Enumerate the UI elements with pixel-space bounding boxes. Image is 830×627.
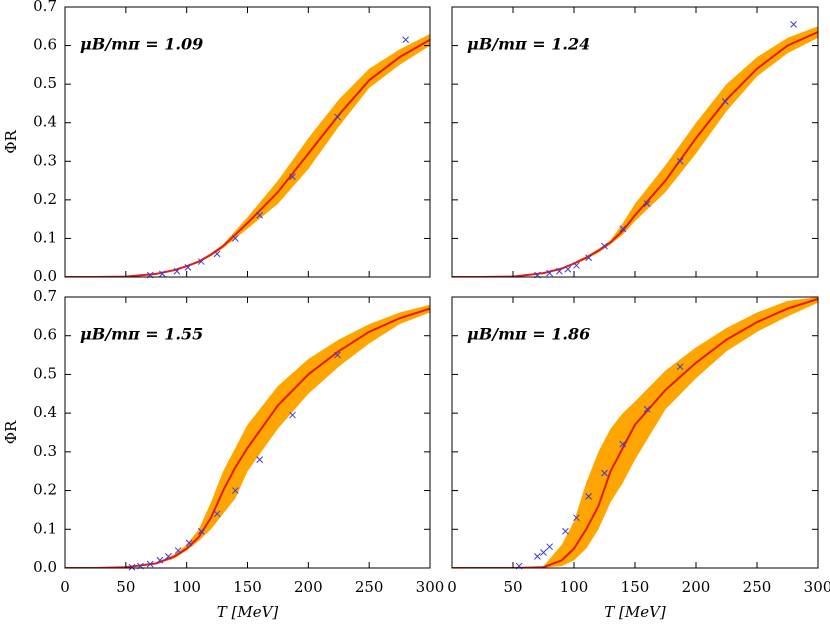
data-point	[156, 556, 164, 564]
curve	[65, 307, 430, 568]
error-band	[452, 26, 818, 277]
data-point	[174, 547, 182, 554]
data-point	[128, 563, 136, 571]
data-point	[165, 553, 172, 560]
y-tick-label: 0.2	[33, 190, 57, 208]
data-point	[334, 351, 341, 359]
data-point	[601, 469, 608, 477]
data-point	[146, 560, 154, 568]
data-point	[562, 527, 569, 535]
x-tick-label: 150	[233, 578, 262, 596]
data-point	[573, 262, 580, 269]
data-point	[197, 258, 205, 265]
x-tick-label: 200	[294, 578, 323, 596]
error-band	[452, 297, 818, 568]
data-point	[546, 543, 553, 551]
x-tick-label: 0	[447, 578, 457, 596]
x-tick-label: 250	[355, 578, 384, 596]
data-point	[676, 157, 684, 165]
y-tick-label: 0.6	[33, 326, 57, 344]
data-point	[213, 510, 221, 518]
curve	[452, 297, 818, 568]
x-tick-label: 50	[116, 578, 135, 596]
x-tick-label: 0	[60, 578, 70, 596]
data-point	[256, 456, 264, 463]
curve	[452, 31, 818, 277]
error-band	[65, 304, 430, 568]
data-point	[585, 493, 592, 500]
data-point	[619, 225, 627, 233]
data-point	[601, 242, 608, 250]
data-point	[619, 440, 627, 448]
x-tick-label: 200	[682, 578, 711, 596]
data-point	[546, 269, 553, 277]
x-tick-label: 100	[172, 578, 201, 596]
data-point	[184, 264, 192, 271]
y-tick-label: 0.6	[33, 36, 57, 54]
plot-area	[452, 297, 818, 568]
x-axis-label: T [MeV]	[217, 603, 279, 621]
data-point	[585, 254, 592, 262]
data-point	[676, 363, 684, 371]
plot-area	[65, 304, 430, 568]
data-point	[540, 549, 547, 556]
y-axis-label: ΦR	[2, 129, 20, 153]
y-tick-label: 0.3	[33, 151, 57, 169]
data-point	[534, 553, 541, 560]
y-tick-label: 0.7	[33, 287, 57, 305]
y-tick-label: 0.5	[33, 364, 57, 382]
y-tick-label: 0.1	[33, 519, 57, 537]
plot-area	[65, 34, 430, 277]
x-tick-label: 300	[416, 578, 445, 596]
data-point	[231, 487, 239, 494]
y-tick-label: 0.5	[33, 74, 57, 92]
y-tick-label: 0.4	[33, 113, 57, 131]
x-tick-label: 100	[560, 578, 589, 596]
y-axis-label: ΦR	[2, 420, 20, 444]
y-tick-label: 0.4	[33, 403, 57, 421]
annotation: μB/mπ = 1.55	[80, 325, 203, 344]
data-point	[289, 173, 296, 181]
data-point	[197, 527, 205, 535]
data-point	[256, 211, 264, 219]
y-tick-label: 0.0	[33, 558, 57, 576]
data-point	[334, 113, 341, 121]
plot-area	[452, 26, 818, 277]
data-point	[790, 21, 797, 28]
annotation: μB/mπ = 1.86	[467, 325, 590, 344]
data-point	[402, 36, 410, 44]
data-point	[643, 200, 651, 208]
annotation: μB/mπ = 1.24	[467, 35, 590, 54]
data-point	[158, 270, 166, 278]
data-point	[213, 250, 221, 258]
data-point	[185, 539, 193, 547]
data-point	[643, 405, 651, 413]
x-tick-label: 300	[804, 578, 830, 596]
data-point	[173, 267, 181, 275]
data-point	[573, 514, 580, 522]
data-point	[289, 411, 296, 419]
x-tick-label: 150	[621, 578, 650, 596]
y-tick-label: 0.0	[33, 267, 57, 285]
curve	[65, 38, 430, 277]
data-point	[231, 235, 239, 242]
x-axis-label: T [MeV]	[604, 603, 666, 621]
y-tick-label: 0.1	[33, 228, 57, 246]
y-tick-label: 0.7	[33, 0, 57, 15]
data-point	[721, 98, 729, 105]
y-tick-label: 0.3	[33, 442, 57, 460]
annotation: μB/mπ = 1.09	[80, 35, 203, 54]
data-point	[564, 265, 572, 273]
error-band	[65, 34, 430, 277]
data-point	[556, 267, 563, 275]
x-tick-label: 50	[503, 578, 522, 596]
x-tick-label: 250	[743, 578, 772, 596]
y-tick-label: 0.2	[33, 481, 57, 499]
